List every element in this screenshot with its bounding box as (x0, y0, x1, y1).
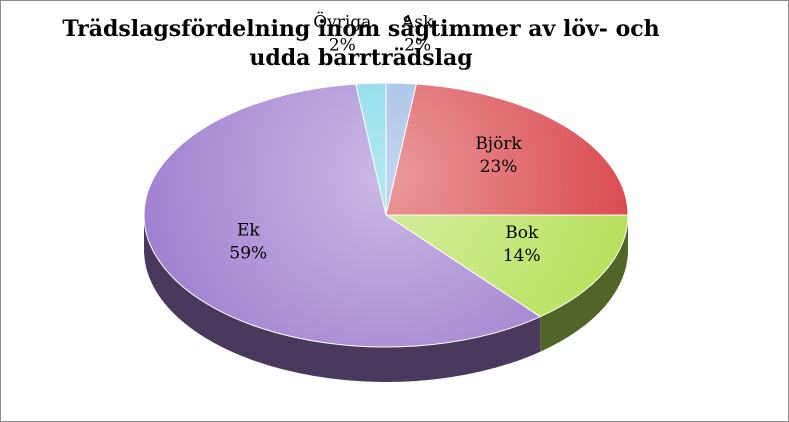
pie-sides (144, 215, 628, 382)
pie-slice-ek (143, 83, 542, 348)
pie-side-bok (540, 215, 628, 352)
pie-label-björk: Björk 23% (475, 134, 522, 177)
pie-side-ek (144, 215, 541, 382)
pie-label-bok: Bok 14% (503, 223, 541, 266)
pie-slice-bok (384, 214, 629, 318)
pie-label-ask: Ask 2% (401, 13, 434, 56)
pie-label-övriga: Övriga 2% (313, 12, 371, 56)
pie-slices (143, 82, 629, 348)
pie-labels: Ask 2% Björk 23% Bok 14% Ek 59% Övriga 2% (229, 12, 540, 266)
pie-slice-övriga (355, 82, 387, 216)
pie-slice-björk (385, 83, 629, 216)
pie-label-ek: Ek 59% (229, 221, 267, 264)
chart-title: Trädslagsfördelning inom sågtimmer av lö… (62, 16, 660, 71)
